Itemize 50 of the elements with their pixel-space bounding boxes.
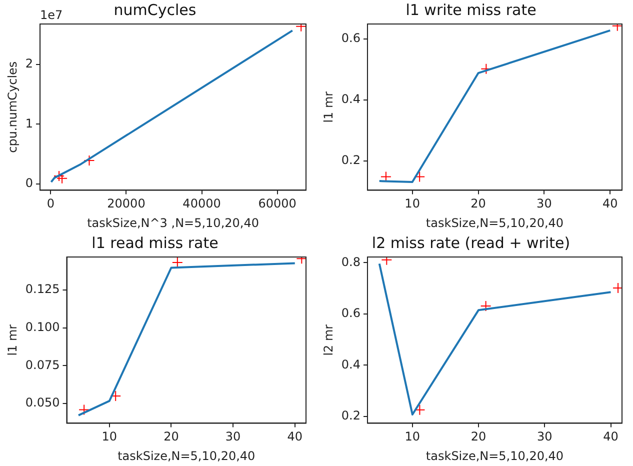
point — [414, 171, 426, 182]
chart-title: l2 miss rate (read + write) — [372, 234, 570, 252]
text: 1e7 — [40, 8, 63, 22]
x-tick-label: 40000 — [182, 196, 221, 211]
x-axis-title: taskSize,N^3 ,N=5,10,20,40 — [87, 216, 259, 230]
x-axis-title: taskSize,N=5,10,20,40 — [426, 216, 564, 230]
y-tick-label: 2 — [25, 56, 34, 71]
y-tick-label: 0.2 — [341, 408, 360, 423]
point — [110, 390, 122, 402]
x-tick-label: 30 — [537, 430, 552, 444]
y-tick-label: 1 — [25, 116, 34, 130]
x-tick-label: 20000 — [107, 196, 146, 211]
x-tick-label: 40 — [602, 196, 618, 211]
x-tick-label: 40 — [287, 430, 303, 444]
x-tick-label: 40 — [603, 430, 618, 444]
x-tick-label: 10 — [102, 430, 118, 444]
y-tick-label: 0.075 — [25, 358, 60, 372]
point — [172, 257, 183, 268]
x-tick-label: 30 — [536, 196, 552, 211]
x-tick-label: 10 — [404, 430, 420, 444]
chart-title: l1 write miss rate — [406, 0, 536, 19]
x-tick-label: 20 — [164, 430, 179, 444]
point — [414, 404, 426, 416]
y-tick-label: 0.125 — [25, 282, 60, 296]
chart-title: l1 read miss rate — [92, 234, 218, 252]
chart-title: numCycles — [114, 0, 196, 19]
y-tick-label: 0.6 — [341, 306, 360, 320]
y-tick-label: 0.6 — [341, 31, 360, 46]
y-axis-title: cpu.numCycles — [5, 61, 20, 153]
x-tick-label: 60000 — [258, 196, 296, 211]
x-tick-label: 30 — [225, 430, 241, 444]
y-tick-label: 0.050 — [25, 396, 60, 410]
point — [78, 404, 90, 416]
x-axis-title: taskSize,N=5,10,20,40 — [426, 448, 564, 463]
y-axis-title: l1 mr — [321, 91, 336, 123]
x-tick-label: 20 — [470, 430, 486, 444]
x-tick-label: 20 — [470, 196, 486, 211]
y-tick-label: 0.8 — [341, 254, 360, 269]
point — [480, 300, 492, 312]
point — [54, 170, 65, 182]
x-tick-label: 10 — [404, 196, 420, 211]
x-axis-title: taskSize,N=5,10,20,40 — [118, 448, 256, 463]
y-tick-label: 0.100 — [25, 320, 60, 334]
y-tick-label: 0 — [25, 176, 34, 190]
y-tick-label: 0.4 — [341, 92, 360, 106]
y-axis-title: l2 mr — [321, 324, 336, 356]
y-tick-label: 0.4 — [341, 357, 360, 372]
y-axis-title: l1 mr — [5, 324, 20, 356]
point — [84, 155, 95, 166]
y-tick-label: 0.2 — [341, 153, 360, 168]
